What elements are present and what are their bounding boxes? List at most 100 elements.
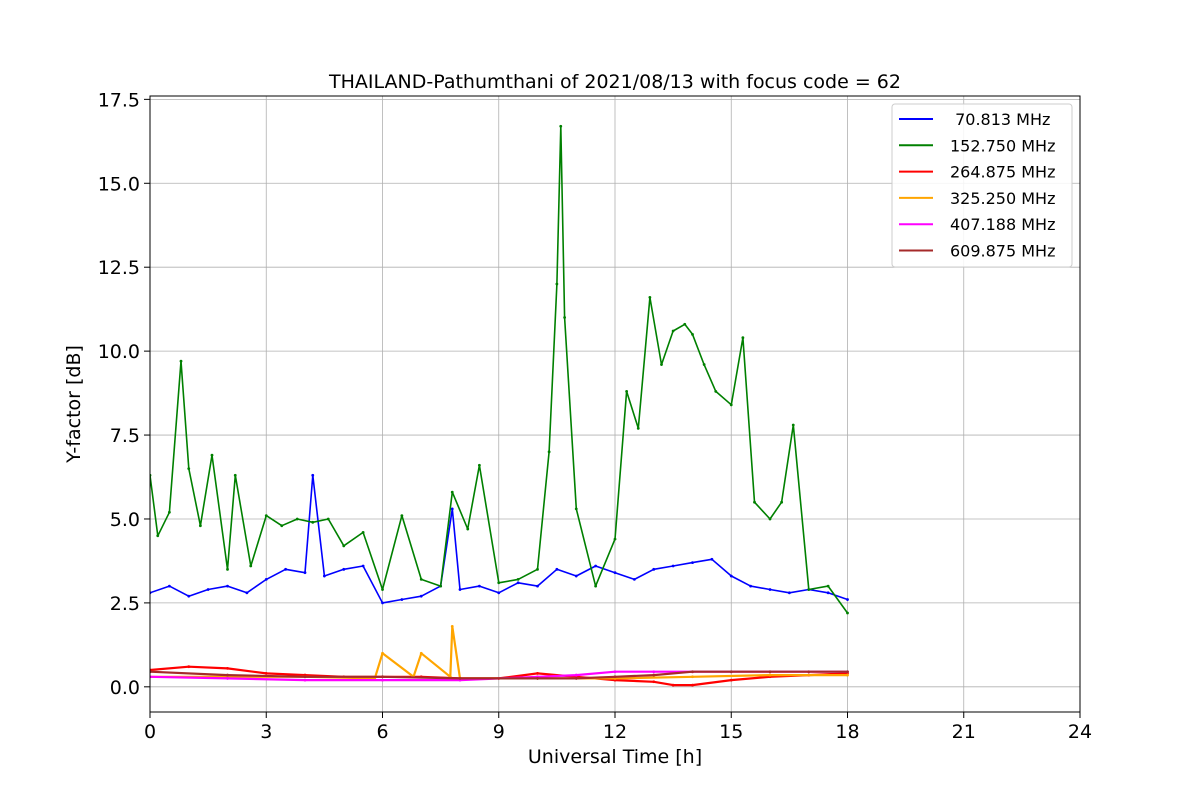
data-point	[206, 588, 210, 591]
data-point	[516, 581, 520, 585]
data-point	[729, 670, 733, 674]
legend: 70.813 MHz 152.750 MHz 264.875 MHz 325.250 …	[891, 103, 1073, 268]
data-point	[807, 670, 811, 674]
data-point	[613, 670, 617, 674]
data-point	[322, 574, 326, 578]
data-point	[419, 578, 423, 581]
data-point	[652, 567, 656, 571]
data-point	[311, 520, 315, 524]
data-point	[846, 598, 849, 601]
data-point	[187, 594, 191, 598]
data-point	[450, 507, 454, 511]
data-point	[768, 517, 772, 521]
x-tick-label: 0	[144, 721, 156, 743]
y-tick-label: 15.0	[98, 173, 140, 195]
data-point	[594, 584, 598, 588]
data-point	[381, 651, 384, 655]
data-point	[691, 683, 694, 687]
data-point	[439, 584, 443, 588]
data-point	[559, 124, 563, 128]
data-point	[753, 500, 756, 504]
data-point	[400, 598, 404, 601]
data-point	[636, 426, 640, 430]
data-point	[768, 670, 772, 674]
data-point	[226, 673, 229, 677]
data-point	[632, 578, 636, 581]
data-point	[691, 561, 694, 565]
data-point	[691, 675, 694, 679]
y-tick-label: 10.0	[98, 341, 140, 363]
data-point	[466, 527, 470, 531]
x-tick-label: 24	[1068, 721, 1092, 743]
data-point	[749, 584, 753, 588]
series-layer	[150, 124, 849, 687]
data-point	[826, 584, 830, 588]
data-point	[846, 670, 849, 674]
data-point	[245, 591, 249, 595]
x-tick-label: 9	[493, 721, 505, 743]
data-point	[264, 514, 268, 518]
data-point	[846, 673, 849, 677]
data-point	[846, 611, 849, 615]
data-point	[787, 591, 791, 595]
legend-label: 609.875 MHz	[950, 242, 1055, 261]
data-point	[458, 677, 462, 680]
data-point	[226, 666, 229, 670]
data-point	[311, 473, 315, 477]
data-point	[652, 670, 656, 674]
data-point	[210, 453, 214, 457]
data-point	[226, 567, 229, 571]
data-point	[167, 510, 171, 514]
data-point	[729, 574, 733, 578]
legend-label: 264.875 MHz	[950, 163, 1055, 182]
data-point	[714, 390, 718, 393]
data-point	[284, 567, 288, 571]
data-point	[477, 463, 481, 467]
y-tick-label: 12.5	[98, 257, 140, 279]
legend-box	[891, 103, 1073, 268]
data-point	[807, 588, 811, 591]
series-line-1	[150, 125, 849, 614]
x-tick-label: 3	[260, 721, 272, 743]
data-point	[516, 578, 520, 581]
data-point	[574, 507, 578, 511]
data-point	[768, 588, 772, 591]
x-tick-label: 21	[952, 721, 976, 743]
y-tick-label: 5.0	[110, 509, 140, 531]
data-point	[179, 359, 183, 363]
data-point	[594, 564, 598, 568]
data-point	[477, 584, 481, 588]
data-point	[625, 390, 629, 393]
data-point	[555, 567, 559, 571]
data-point	[458, 588, 462, 591]
data-point	[187, 665, 191, 669]
chart-title: THAILAND-Pathumthani of 2021/08/13 with …	[328, 71, 901, 93]
data-point	[419, 594, 423, 598]
y-tick-label: 0.0	[110, 677, 140, 699]
series-line-5	[150, 670, 848, 680]
data-point	[780, 500, 784, 504]
data-point	[381, 588, 384, 591]
y-axis-label: Y-factor [dB]	[63, 345, 85, 464]
data-point	[574, 574, 578, 578]
data-point	[419, 651, 423, 655]
data-point	[326, 517, 330, 521]
x-tick-label: 18	[835, 721, 859, 743]
data-point	[400, 514, 404, 518]
data-point	[226, 677, 229, 680]
data-point	[671, 564, 675, 568]
data-point	[381, 675, 384, 679]
data-point	[233, 473, 237, 477]
data-point	[691, 332, 694, 336]
data-point	[450, 490, 454, 494]
x-axis-label: Universal Time [h]	[528, 746, 702, 768]
y-tick-label: 7.5	[110, 425, 140, 447]
data-point	[536, 677, 539, 680]
data-point	[563, 316, 567, 319]
data-point	[497, 591, 501, 595]
data-point	[303, 678, 307, 682]
legend-label: 70.813 MHz	[950, 110, 1050, 129]
legend-label: 407.188 MHz	[950, 215, 1055, 234]
data-point	[660, 363, 663, 366]
data-point	[768, 673, 772, 677]
